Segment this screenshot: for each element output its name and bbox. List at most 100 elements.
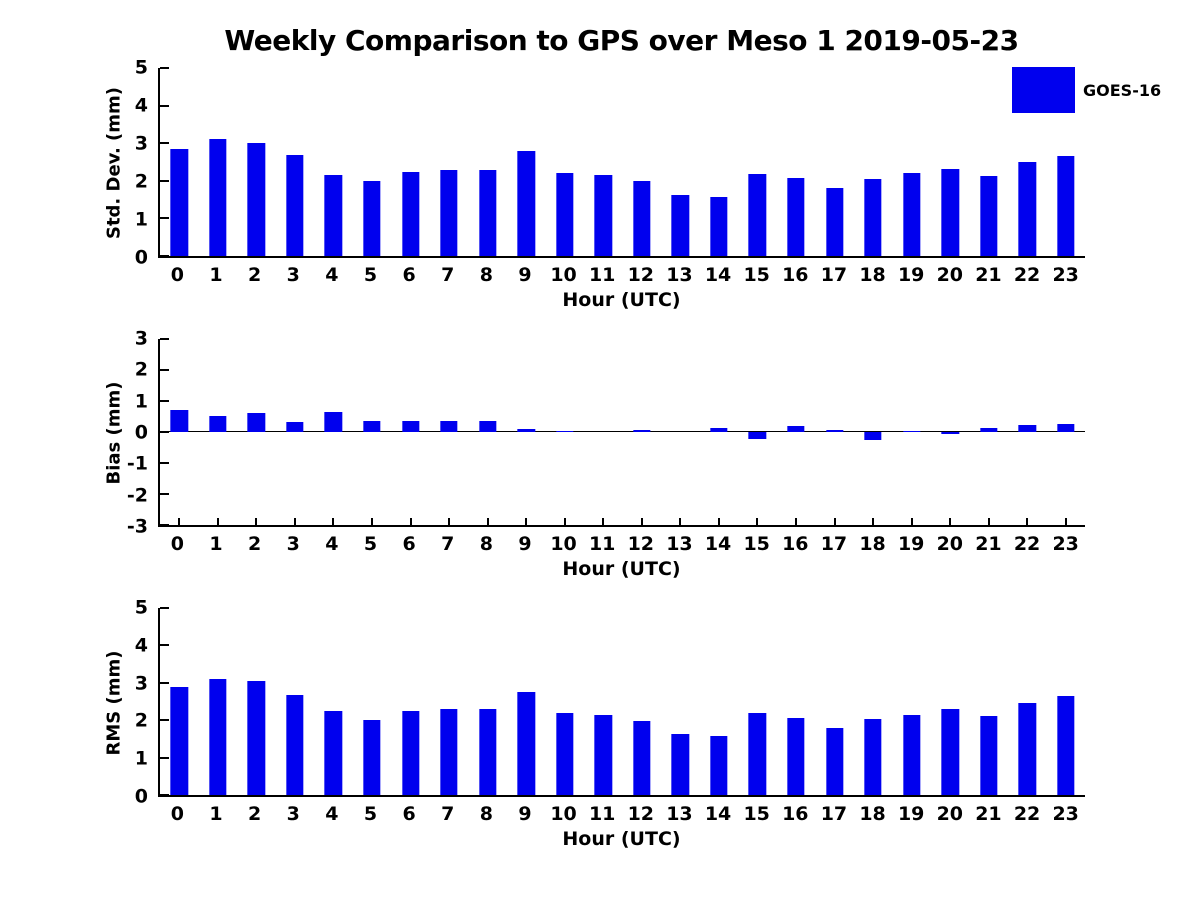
bar-hour-14: [710, 428, 728, 432]
x-tick-label: 0: [170, 803, 184, 825]
bar-hour-20: [941, 168, 959, 256]
bar-hour-0: [170, 686, 188, 795]
bar-hour-4: [324, 175, 343, 256]
bar-hour-21: [980, 427, 998, 432]
x-tick-mark: [640, 518, 643, 525]
y-tick-mark: [160, 524, 169, 526]
x-tick-label: 12: [627, 264, 655, 286]
x-tick-label: 20: [936, 803, 964, 825]
bar-slot-hour-19: [892, 339, 931, 525]
x-tick-labels: 0 1 2 3 4 5 6 7 8 9 10 11 12 13 14 15 16 17 18 19 20 21 22 23: [158, 266, 1085, 285]
y-tick-mark: [160, 142, 169, 145]
x-tick-mark: [525, 518, 528, 525]
x-tick-label: 8: [479, 533, 493, 555]
bar-slot-hour-5: [353, 68, 392, 256]
bar-series: [160, 339, 1085, 525]
bar-slot-hour-21: [969, 68, 1008, 256]
bar-hour-9: [517, 691, 535, 795]
x-tick-label: 15: [743, 264, 770, 286]
bar-slot-hour-10: [545, 339, 584, 525]
x-tick-label: 9: [518, 533, 532, 555]
bar-hour-14: [710, 196, 728, 256]
x-tick-label: 23: [1052, 533, 1079, 555]
bar-hour-12: [633, 180, 651, 256]
x-tick-label: 18: [859, 533, 886, 555]
x-tick-label: 22: [1013, 264, 1041, 286]
bar-hour-16: [787, 178, 805, 256]
bar-hour-0: [170, 149, 188, 256]
y-tick-mark: [160, 400, 169, 402]
bar-hour-19: [902, 430, 921, 432]
x-tick-mark: [987, 518, 990, 525]
x-tick-label: 17: [820, 803, 848, 825]
x-tick-label: 8: [479, 264, 493, 286]
x-tick-labels: 0 1 2 3 4 5 6 7 8 9 10 11 12 13 14 15 16 17 18 19 20 21 22 23: [158, 805, 1085, 824]
x-tick-label: 18: [859, 264, 886, 286]
x-tick-label: 5: [363, 533, 378, 555]
x-tick-label: 8: [479, 803, 493, 825]
y-tick-mark: [160, 179, 169, 182]
bar-hour-17: [825, 728, 844, 795]
x-tick-label: 22: [1013, 803, 1041, 825]
bar-slot-hour-17: [815, 68, 854, 256]
y-tick-mark: [160, 217, 169, 220]
x-tick-label: 1: [209, 803, 223, 825]
bar-hour-3: [286, 422, 304, 432]
bar-hour-8: [478, 169, 497, 256]
bar-hour-9: [517, 428, 535, 432]
x-tick-label: 17: [820, 533, 848, 555]
figure-title: Weekly Comparison to GPS over Meso 1 201…: [224, 24, 1019, 57]
x-tick-label: 14: [704, 264, 732, 286]
bar-slot-hour-9: [507, 68, 546, 256]
y-tick-mark: [160, 369, 169, 371]
x-tick-mark: [756, 518, 759, 525]
plot-area: [158, 338, 1085, 527]
x-tick-label: 14: [704, 803, 732, 825]
y-tick-label: 5: [134, 56, 148, 79]
y-tick-mark: [160, 67, 169, 69]
bar-hour-11: [594, 175, 612, 256]
x-tick-label: 17: [820, 264, 848, 286]
x-tick-label: 12: [627, 533, 655, 555]
x-tick-mark: [332, 518, 335, 525]
bar-hour-21: [980, 716, 998, 795]
plot-area: [158, 607, 1085, 797]
x-tick-label: 0: [170, 264, 184, 286]
bar-hour-5: [363, 719, 381, 795]
bar-hour-12: [633, 429, 651, 432]
bar-slot-hour-14: [700, 608, 739, 795]
bar-slot-hour-9: [507, 339, 546, 525]
x-tick-mark: [1064, 518, 1067, 525]
y-tick-mark: [160, 644, 169, 647]
x-tick-mark: [795, 518, 798, 525]
x-tick-mark: [409, 518, 412, 525]
bar-hour-8: [478, 708, 497, 795]
x-tick-mark: [448, 518, 451, 525]
x-tick-label: 21: [975, 533, 1002, 555]
x-tick-label: 3: [286, 803, 300, 825]
y-tick-labels: 0 1 2 3 4 5: [0, 598, 148, 806]
x-tick-label: 7: [441, 264, 455, 286]
x-tick-mark: [293, 518, 296, 525]
x-tick-label: 20: [936, 533, 964, 555]
bar-hour-10: [556, 712, 574, 795]
x-tick-mark: [178, 518, 181, 525]
y-tick-labels: 0 1 2 3 4 5: [0, 58, 148, 267]
bar-hour-6: [401, 171, 420, 256]
bar-slot-hour-17: [815, 339, 854, 525]
x-tick-label: 11: [588, 803, 616, 825]
bar-slot-hour-20: [931, 339, 970, 525]
bar-slot-hour-3: [276, 68, 315, 256]
bar-hour-2: [247, 412, 266, 432]
x-tick-label: 7: [441, 533, 455, 555]
x-tick-label: 9: [518, 264, 532, 286]
x-tick-label: 19: [897, 264, 925, 286]
x-tick-label: 2: [247, 264, 262, 286]
bar-slot-hour-23: [1047, 68, 1086, 256]
bar-slot-hour-12: [623, 608, 662, 795]
bar-slot-hour-3: [276, 608, 315, 795]
x-tick-mark: [563, 518, 566, 525]
bar-slot-hour-13: [661, 68, 700, 256]
bar-slot-hour-19: [892, 68, 931, 256]
